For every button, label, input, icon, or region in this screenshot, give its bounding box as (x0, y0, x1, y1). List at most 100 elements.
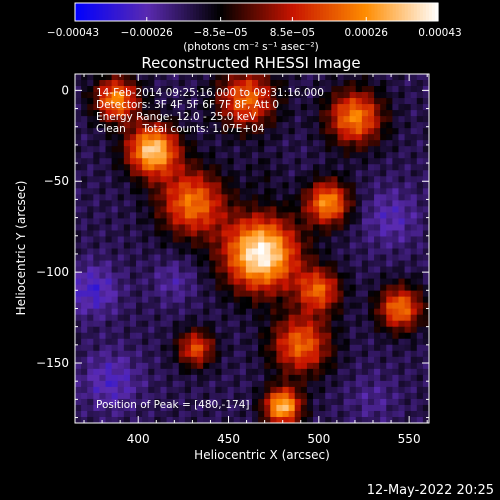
heatmap-cell (166, 80, 174, 87)
heatmap-cell (264, 152, 271, 159)
heatmap-cell (270, 152, 277, 159)
heatmap-cell (404, 392, 412, 400)
colorbar-segment (174, 3, 179, 21)
heatmap-cell (136, 314, 143, 322)
heatmap-cell (203, 404, 210, 412)
heatmap-cell (276, 134, 284, 141)
heatmap-cell (239, 206, 247, 213)
heatmap-cell (166, 134, 174, 141)
heatmap-cell (239, 386, 247, 394)
heatmap-cell (355, 398, 363, 406)
heatmap-cell (123, 290, 131, 298)
heatmap-cell (270, 320, 277, 328)
heatmap-cell (129, 110, 137, 117)
heatmap-cell (245, 368, 253, 376)
heatmap-cell (416, 212, 424, 219)
heatmap-cell (300, 182, 308, 189)
colorbar-segment (126, 3, 131, 21)
heatmap-cell (422, 248, 430, 256)
heatmap-cell (227, 320, 235, 328)
heatmap-cell (239, 398, 247, 406)
heatmap-cell (184, 74, 192, 81)
heatmap-cell (166, 284, 174, 292)
heatmap-cell (380, 368, 387, 376)
heatmap-cell (422, 320, 430, 328)
heatmap-cell (264, 410, 271, 418)
heatmap-cell (355, 236, 363, 243)
heatmap-cell (306, 272, 314, 280)
heatmap-cell (331, 416, 338, 424)
heatmap-cell (75, 392, 82, 400)
heatmap-cell (367, 278, 375, 286)
heatmap-cell (294, 176, 302, 183)
heatmap-cell (190, 230, 198, 237)
heatmap-cell (288, 368, 296, 376)
heatmap-cell (313, 152, 320, 159)
heatmap-cell (288, 416, 296, 424)
heatmap-cell (93, 98, 100, 105)
heatmap-cell (380, 380, 387, 388)
heatmap-cell (380, 242, 387, 249)
energy-range-annotation: Energy Range: 12.0 - 25.0 keV (96, 111, 257, 123)
heatmap-cell (172, 122, 180, 129)
heatmap-cell (160, 332, 168, 340)
heatmap-cell (136, 398, 143, 406)
heatmap-cell (209, 170, 216, 177)
heatmap-cell (209, 182, 216, 189)
heatmap-cell (374, 182, 381, 189)
colorbar-segment (353, 3, 357, 21)
heatmap-cell (355, 266, 363, 274)
heatmap-cell (215, 314, 222, 322)
heatmap-cell (215, 218, 222, 225)
heatmap-cell (416, 182, 424, 189)
heatmap-cell (258, 128, 265, 135)
heatmap-cell (319, 164, 326, 171)
heatmap-cell (172, 116, 180, 123)
heatmap-cell (258, 368, 265, 376)
heatmap-cell (404, 356, 412, 364)
heatmap-cell (160, 224, 168, 231)
heatmap-cell (142, 128, 149, 135)
heatmap-cell (239, 350, 247, 358)
heatmap-cell (178, 236, 186, 243)
heatmap-cell (154, 344, 161, 352)
heatmap-cell (361, 248, 369, 256)
heatmap-cell (380, 302, 387, 310)
heatmap-cell (252, 122, 259, 129)
heatmap-cell (392, 92, 399, 99)
heatmap-cell (239, 242, 247, 249)
heatmap-cell (386, 404, 393, 412)
heatmap-cell (331, 164, 338, 171)
heatmap-cell (276, 314, 284, 322)
heatmap-cell (190, 74, 198, 81)
colorbar-segment (196, 3, 200, 21)
heatmap-cell (233, 416, 241, 424)
heatmap-cell (129, 416, 137, 424)
heatmap-cell (313, 266, 320, 274)
heatmap-cell (245, 86, 253, 93)
heatmap-cell (374, 134, 381, 141)
heatmap-cell (136, 338, 143, 346)
heatmap-cell (410, 278, 418, 286)
heatmap-cell (367, 272, 375, 280)
heatmap-cell (355, 296, 363, 304)
heatmap-cell (325, 170, 332, 177)
heatmap-cell (117, 146, 125, 153)
heatmap-cell (325, 260, 332, 268)
heatmap-cell (410, 326, 418, 334)
heatmap-cell (209, 236, 216, 243)
heatmap-cell (184, 164, 192, 171)
heatmap-cell (258, 284, 265, 292)
heatmap-cell (355, 80, 363, 87)
heatmap-cell (239, 200, 247, 207)
heatmap-cell (404, 254, 412, 262)
heatmap-cell (276, 98, 284, 105)
heatmap-cell (81, 398, 88, 406)
heatmap-cell (75, 218, 82, 225)
heatmap-cell (343, 296, 351, 304)
heatmap-cell (172, 218, 180, 225)
heatmap-cell (404, 272, 412, 280)
colorbar-segment (114, 3, 118, 21)
heatmap-cell (252, 74, 259, 81)
heatmap-cell (325, 266, 332, 274)
